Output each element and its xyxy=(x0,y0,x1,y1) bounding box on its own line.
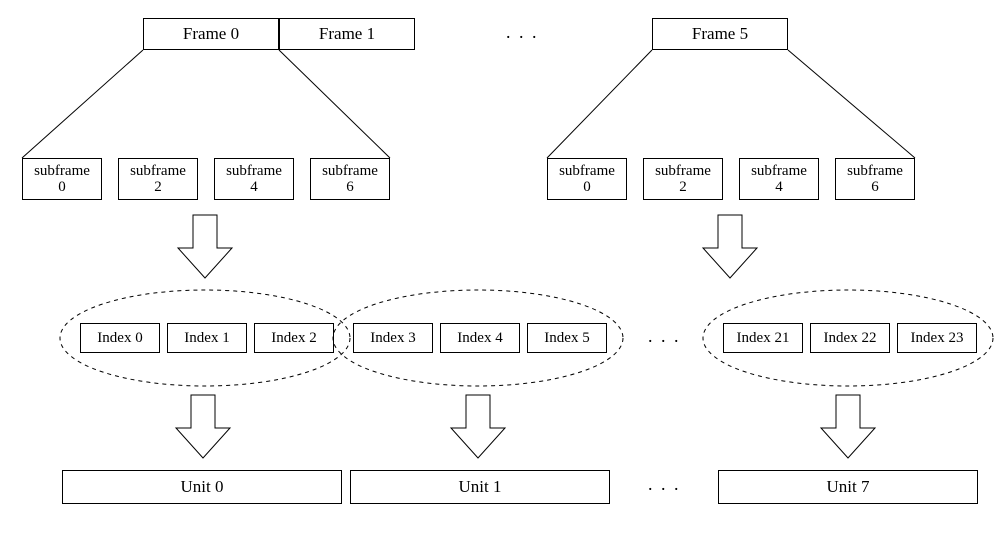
subframe-label: subframe0 xyxy=(559,163,615,196)
subframe-box: subframe6 xyxy=(835,158,915,200)
fanout-line xyxy=(279,50,390,158)
block-arrow-icon xyxy=(703,215,757,278)
indices-ellipsis: . . . xyxy=(648,326,681,347)
subframe-box: subframe4 xyxy=(739,158,819,200)
subframe-label: subframe4 xyxy=(226,163,282,196)
subframe-box: subframe4 xyxy=(214,158,294,200)
fanout-line xyxy=(788,50,915,158)
subframe-label: subframe6 xyxy=(847,163,903,196)
frame-box: Frame 1 xyxy=(279,18,415,50)
frame-box: Frame 5 xyxy=(652,18,788,50)
subframe-box: subframe0 xyxy=(547,158,627,200)
subframe-box: subframe6 xyxy=(310,158,390,200)
subframe-box: subframe2 xyxy=(118,158,198,200)
subframe-box: subframe0 xyxy=(22,158,102,200)
index-box: Index 0 xyxy=(80,323,160,353)
block-arrow-icon xyxy=(178,215,232,278)
block-arrow-icon xyxy=(451,395,505,458)
index-box: Index 4 xyxy=(440,323,520,353)
index-box: Index 3 xyxy=(353,323,433,353)
subframe-label: subframe6 xyxy=(322,163,378,196)
subframe-label: subframe4 xyxy=(751,163,807,196)
block-arrow-icon xyxy=(821,395,875,458)
index-box: Index 1 xyxy=(167,323,247,353)
unit-box: Unit 1 xyxy=(350,470,610,504)
fanout-line xyxy=(547,50,652,158)
units-ellipsis: . . . xyxy=(648,474,681,495)
unit-box: Unit 0 xyxy=(62,470,342,504)
frames-ellipsis: . . . xyxy=(506,22,539,43)
index-box: Index 2 xyxy=(254,323,334,353)
subframe-label: subframe2 xyxy=(655,163,711,196)
subframe-box: subframe2 xyxy=(643,158,723,200)
index-box: Index 5 xyxy=(527,323,607,353)
frame-box: Frame 0 xyxy=(143,18,279,50)
subframe-label: subframe0 xyxy=(34,163,90,196)
index-box: Index 22 xyxy=(810,323,890,353)
diagram-overlay xyxy=(0,0,1000,535)
index-box: Index 23 xyxy=(897,323,977,353)
block-arrow-icon xyxy=(176,395,230,458)
index-box: Index 21 xyxy=(723,323,803,353)
unit-box: Unit 7 xyxy=(718,470,978,504)
subframe-label: subframe2 xyxy=(130,163,186,196)
fanout-line xyxy=(22,50,143,158)
